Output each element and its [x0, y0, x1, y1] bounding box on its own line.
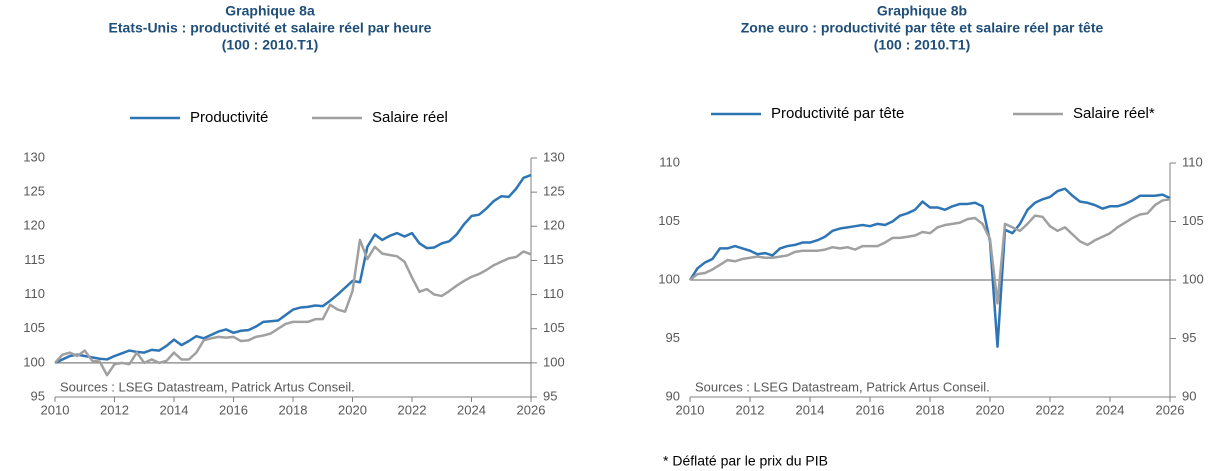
chart-title: Graphique 8b [877, 3, 967, 19]
x-tick-label: 2024 [457, 402, 486, 417]
series-line [689, 198, 1171, 305]
x-tick-label: 2022 [398, 402, 427, 417]
series-line [688, 187, 1171, 348]
y2-tick-label: 100 [543, 354, 565, 369]
y2-tick-label: 105 [1182, 213, 1204, 228]
x-tick-label: 2026 [1156, 402, 1185, 417]
y-tick-label: 110 [24, 286, 45, 301]
x-tick-label: 2012 [736, 402, 765, 417]
y-tick-label: 95 [666, 330, 680, 345]
x-tick-label: 2016 [219, 402, 248, 417]
x-tick-label: 2016 [856, 402, 885, 417]
y2-tick-label: 95 [543, 388, 557, 403]
y2-tick-label: 110 [1182, 154, 1203, 169]
x-tick-label: 2018 [916, 402, 945, 417]
y-tick-label: 100 [658, 271, 680, 286]
y-tick-label: 130 [23, 149, 45, 164]
y-tick-label: 120 [23, 218, 45, 233]
series-line [54, 238, 532, 377]
legend-label: Salaire réel [372, 109, 448, 126]
y-tick-label: 115 [24, 252, 45, 267]
x-tick-label: 2018 [279, 402, 308, 417]
x-tick-label: 2020 [338, 402, 367, 417]
footnote: * Déflaté par le prix du PIB [663, 453, 828, 469]
y2-tick-label: 95 [1182, 330, 1196, 345]
x-tick-label: 2024 [1096, 402, 1125, 417]
chart-title: (100 : 2010.T1) [222, 37, 319, 53]
annotation: Sources : LSEG Datastream, Patrick Artus… [695, 379, 990, 394]
y2-tick-label: 100 [1182, 271, 1204, 286]
chart-title: Zone euro : productivité par tête et sal… [741, 20, 1104, 36]
y-tick-label: 95 [31, 388, 45, 403]
y2-tick-label: 90 [1182, 388, 1196, 403]
x-tick-label: 2012 [100, 402, 129, 417]
x-tick-label: 2010 [41, 402, 70, 417]
x-tick-label: 2022 [1036, 402, 1065, 417]
chart-title: Etats-Unis : productivité et salaire rée… [109, 20, 432, 36]
y-tick-label: 90 [666, 388, 680, 403]
chart-title: (100 : 2010.T1) [874, 37, 971, 53]
y2-tick-label: 120 [543, 218, 565, 233]
x-tick-label: 2026 [517, 402, 546, 417]
series-line [54, 173, 532, 364]
y2-tick-label: 130 [543, 149, 565, 164]
y-tick-label: 125 [23, 184, 45, 199]
x-tick-label: 2014 [796, 402, 825, 417]
chart-title: Graphique 8a [225, 3, 315, 19]
legend-label: Productivité par tête [771, 105, 904, 122]
legend-label: Salaire réel* [1073, 105, 1155, 122]
x-tick-label: 2010 [676, 402, 705, 417]
x-tick-label: 2020 [976, 402, 1005, 417]
legend-label: Productivité [190, 109, 268, 126]
y-tick-label: 100 [23, 354, 45, 369]
annotation: Sources : LSEG Datastream, Patrick Artus… [60, 379, 355, 394]
y2-tick-label: 115 [543, 252, 564, 267]
x-tick-label: 2014 [160, 402, 189, 417]
y2-tick-label: 105 [543, 320, 565, 335]
y2-tick-label: 125 [543, 184, 565, 199]
y-tick-label: 105 [658, 213, 680, 228]
y-tick-label: 110 [659, 154, 680, 169]
y2-tick-label: 110 [543, 286, 564, 301]
y-tick-label: 105 [23, 320, 45, 335]
